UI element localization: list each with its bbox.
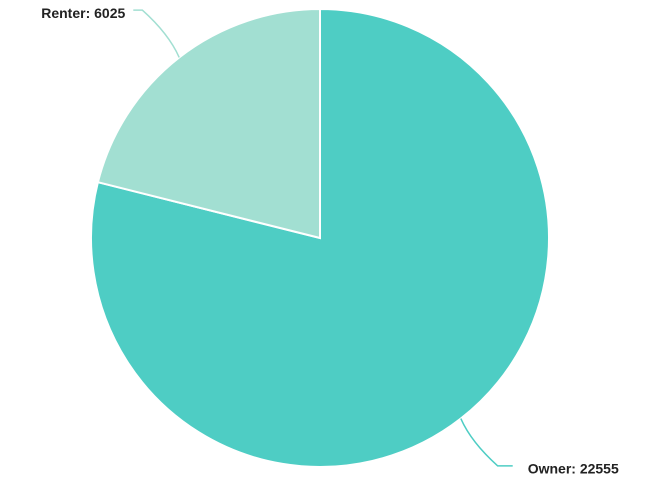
leader-line: [460, 418, 513, 467]
leader-line: [133, 9, 180, 58]
pie-slice: [96, 7, 321, 240]
slice-label: Renter: 6025: [41, 5, 125, 21]
slice-label: Owner: 22555: [528, 461, 619, 477]
